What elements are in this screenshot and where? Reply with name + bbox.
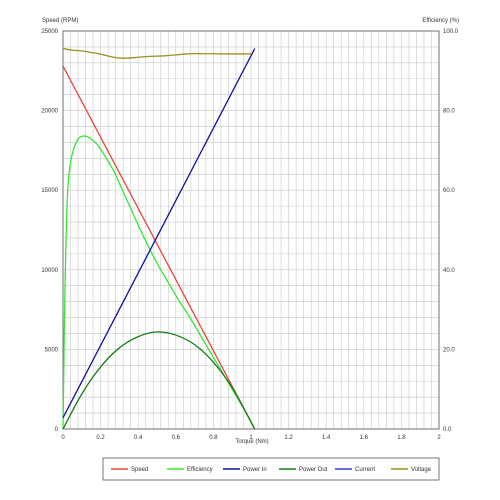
power-in-line [62,48,256,419]
x-axis-title: Torque (Nm) [235,439,268,445]
axis-titles: Speed (RPM) Efficiency (%) Torque (Nm) [42,18,459,445]
y-right-tick-label: 100.0 [443,29,459,35]
legend-label-efficiency: Efficiency [187,467,213,473]
y-left-tick-label: 20000 [41,109,58,115]
x-tick-label: 1.2 [284,435,293,441]
y-left-axis-title: Speed (RPM) [42,18,78,24]
x-tick-label: 0.8 [209,435,218,441]
y-left-tick-label: 0 [55,427,59,433]
x-tick-label: 1.6 [360,435,369,441]
legend-label-current: Current [355,467,375,473]
x-tick-label: 0.2 [96,435,105,441]
legend-box [102,457,440,481]
x-tick-label: 1 [249,435,253,441]
power-out-line [62,331,256,430]
x-tick-label: 1.4 [322,435,331,441]
legend-label-power-out: Power Out [299,467,328,473]
y-right-axis-title: Efficiency (%) [422,18,459,24]
x-tick-label: 2 [437,435,441,441]
y-left-tick-label: 15000 [41,188,58,194]
legend-label-voltage: Voltage [411,467,432,473]
legend-label-speed: Speed [131,467,148,473]
x-tick-label: 0.6 [172,435,181,441]
axes [62,30,440,430]
grid [62,30,440,430]
y-left-tick-label: 25000 [41,29,58,35]
efficiency-line [62,135,256,430]
x-tick-label: 0.4 [134,435,143,441]
y-right-tick-label: 80.0 [443,109,455,115]
y-left-tick-label: 5000 [45,347,59,353]
speed-line [62,65,256,430]
y-left-tick-label: 10000 [41,268,58,274]
legend-label-power-in: Power In [243,467,267,473]
x-tick-label: 1.8 [397,435,406,441]
y-right-tick-label: 40.0 [443,268,455,274]
y-right-tick-label: 60.0 [443,188,455,194]
y-right-tick-label: 20.0 [443,347,455,353]
y-right-tick-label: 0.0 [443,427,452,433]
series-group [62,47,256,430]
x-tick-label: 0 [61,435,65,441]
tick-labels: 0 0.2 0.4 0.6 0.8 1 1.2 1.4 1.6 1.8 2 0 5000 10000 150… [41,29,458,441]
plot-frame [62,30,440,430]
legend: Speed Efficiency Power In Power Out Current V… [102,457,440,481]
voltage-line [62,47,251,59]
